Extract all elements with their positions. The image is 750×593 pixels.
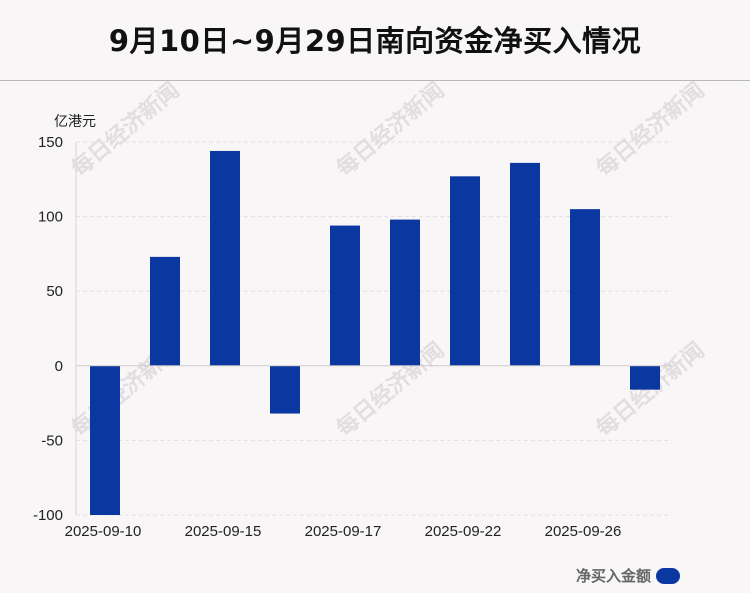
- legend: 净买入金额: [576, 565, 681, 586]
- bar: [630, 365, 660, 390]
- legend-label: 净买入金额: [576, 567, 652, 585]
- bar: [450, 176, 480, 366]
- bar: [210, 150, 240, 366]
- watermark: 每日经济新闻: [332, 77, 450, 182]
- x-tick-label: 2025-09-10: [65, 523, 142, 540]
- y-tick-label: 0: [55, 358, 63, 375]
- y-tick-label: 100: [38, 209, 63, 226]
- legend-swatch: [656, 567, 681, 584]
- x-tick-label: 2025-09-22: [425, 523, 502, 540]
- y-tick-label: 150: [38, 134, 63, 151]
- y-tick-label: 50: [46, 283, 63, 300]
- y-tick-label: -100: [33, 507, 63, 524]
- y-tick-label: -50: [41, 432, 63, 449]
- bar: [270, 365, 300, 414]
- chart-title: 9月10日~9月29日南向资金净买入情况: [108, 24, 642, 58]
- x-tick-label: 2025-09-17: [305, 523, 382, 540]
- x-tick-label: 2025-09-15: [185, 523, 262, 540]
- bar: [390, 219, 420, 366]
- watermark: 每日经济新闻: [592, 77, 710, 182]
- bar: [90, 365, 120, 515]
- bar: [150, 256, 180, 366]
- title-divider: [0, 80, 750, 81]
- y-axis-unit: 亿港元: [54, 114, 96, 130]
- bar: [570, 209, 600, 366]
- bar: [510, 162, 540, 366]
- x-tick-label: 2025-09-26: [545, 523, 622, 540]
- bar: [330, 225, 360, 366]
